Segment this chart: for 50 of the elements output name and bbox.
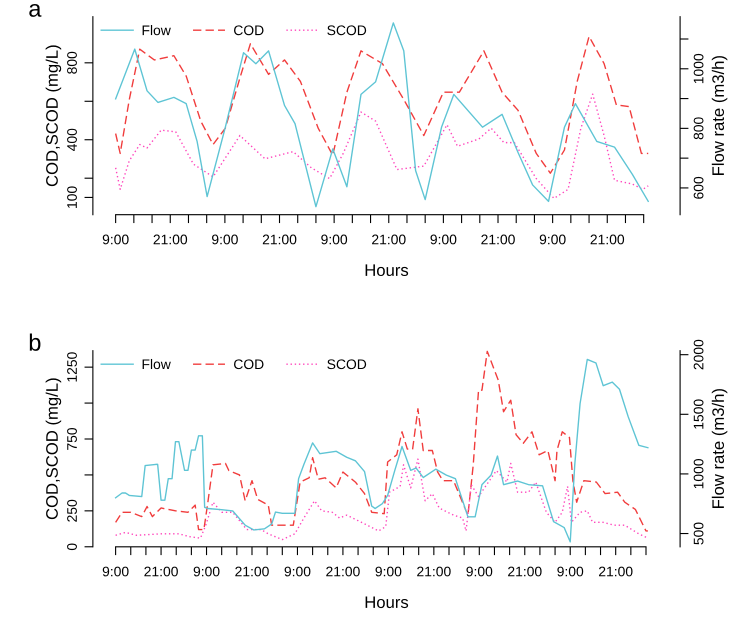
x-tick-label: 9:00 <box>540 234 566 244</box>
x-tick-label: 21:00 <box>590 234 624 244</box>
x-tick-label: 21:00 <box>508 566 542 576</box>
x-tick-label: 9:00 <box>430 234 456 244</box>
y-tick-label: 1250 <box>67 352 77 382</box>
legend-label: Flow <box>142 25 171 36</box>
y2-tick-label: 1500 <box>694 399 704 429</box>
y-tick-label: 250 <box>67 500 77 522</box>
x-tick-label: 9:00 <box>321 234 348 244</box>
legend-label: SCOD <box>327 359 366 370</box>
x-tick-label: 21:00 <box>372 234 406 244</box>
legend-label: Flow <box>142 358 171 370</box>
x-tick-label: 9:00 <box>212 234 238 244</box>
x-axis-title: Hours <box>366 596 408 608</box>
x-tick-label: 9:00 <box>376 566 402 576</box>
x-tick-label: 9:00 <box>557 566 584 576</box>
y-axis-title: COD,SCOD (mg/L) <box>46 45 62 186</box>
x-tick-label: 21:00 <box>154 234 188 244</box>
y2-tick-label: 2000 <box>694 340 704 370</box>
x-tick-label: 21:00 <box>326 566 360 576</box>
x-tick-label: 9:00 <box>466 566 492 576</box>
x-tick-label: 21:00 <box>417 566 451 576</box>
x-tick-label: 21:00 <box>599 566 633 576</box>
x-tick-label: 21:00 <box>481 234 515 244</box>
x-tick-label: 9:00 <box>284 566 310 576</box>
y-tick-label: 0 <box>67 543 77 550</box>
y-tick-label: 100 <box>67 186 77 208</box>
y2-tick-label: 500 <box>694 522 704 545</box>
chart-title: a <box>29 4 42 17</box>
y2-axis-title: Flow rate (m3/h) <box>712 56 728 175</box>
y-axis-title: COD,SCOD (mg/L) <box>46 378 62 520</box>
y2-tick-label: 800 <box>694 117 704 140</box>
x-tick-label: 21:00 <box>262 234 296 244</box>
legend-label: SCOD <box>327 25 366 36</box>
legend-label: COD <box>234 359 264 370</box>
y-tick-label: 400 <box>67 128 77 152</box>
y2-tick-label: 1000 <box>694 459 704 488</box>
x-tick-label: 9:00 <box>102 234 129 244</box>
legend-label: COD <box>234 25 264 36</box>
y2-axis-title: Flow rate (m3/h) <box>712 389 728 508</box>
y-tick-label: 800 <box>67 52 77 74</box>
y2-tick-label: 1000 <box>694 54 704 84</box>
x-tick-label: 21:00 <box>144 566 178 576</box>
x-tick-label: 21:00 <box>235 566 269 576</box>
y-tick-label: 750 <box>67 428 77 450</box>
x-tick-label: 9:00 <box>102 566 129 576</box>
x-tick-label: 9:00 <box>194 566 220 576</box>
x-axis-title: Hours <box>366 264 408 276</box>
chart-title: b <box>30 334 40 351</box>
y2-tick-label: 600 <box>694 176 704 199</box>
